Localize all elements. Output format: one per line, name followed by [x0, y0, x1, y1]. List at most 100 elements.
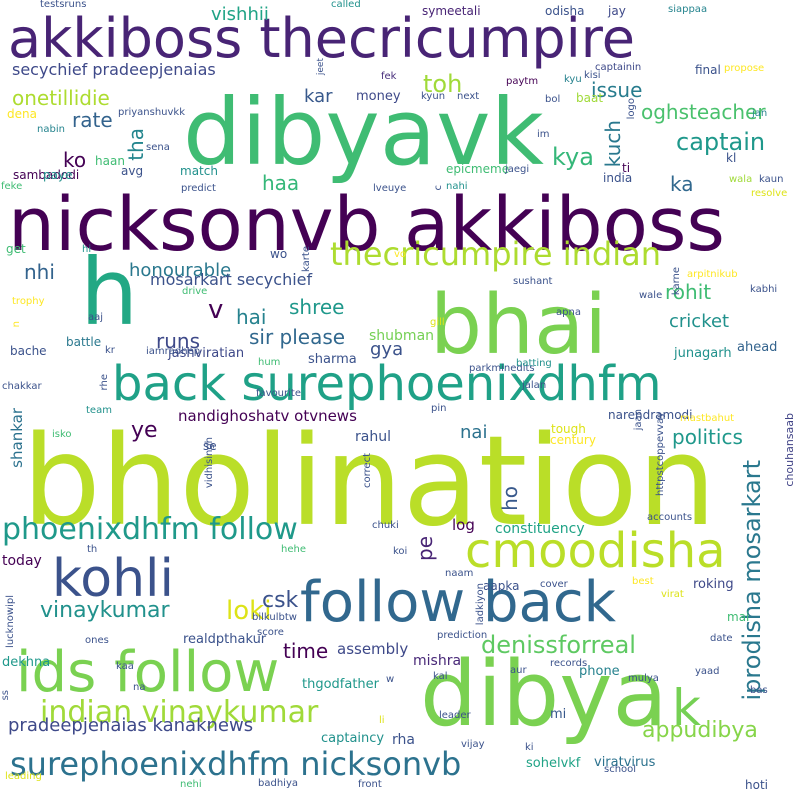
word: karne — [671, 267, 682, 296]
word: nhi — [24, 260, 55, 284]
word: symeetali — [422, 4, 481, 18]
word: politics — [672, 425, 743, 449]
word: feke — [1, 181, 23, 192]
word: mastbahut — [680, 413, 735, 424]
word: rahul — [355, 429, 391, 445]
word: bhai — [430, 278, 608, 373]
word: nicksonvb akkiboss — [8, 182, 725, 268]
word: predict — [181, 183, 216, 194]
word: hi — [82, 244, 92, 255]
word: dekhna — [2, 655, 51, 670]
word: thecricumpire indian — [330, 235, 661, 273]
word: lucknowipl — [5, 595, 16, 648]
word: kaun — [759, 174, 784, 185]
word: propose — [724, 63, 765, 74]
word: jaegi — [505, 164, 530, 175]
word: denissforreal — [481, 631, 636, 659]
word: resolve — [751, 188, 788, 199]
word: yaad — [695, 666, 720, 677]
word: vijay — [461, 739, 485, 750]
word: n — [11, 321, 22, 328]
word: bholination — [22, 410, 717, 554]
word: pe — [413, 536, 437, 561]
word: httpstcoppevvay — [655, 412, 666, 497]
word: virat — [661, 589, 684, 600]
word: na — [133, 682, 146, 693]
word: avg — [121, 164, 144, 178]
word: best — [632, 576, 654, 587]
word: tha — [124, 128, 148, 161]
word: trophy — [12, 296, 45, 307]
word: hum — [258, 357, 281, 368]
word: h — [80, 239, 139, 346]
word: w — [386, 674, 395, 685]
word: honourable — [129, 260, 232, 281]
word: pradeepjenaias kanaknews — [8, 715, 254, 736]
word: india — [603, 171, 633, 185]
word: testsruns — [40, 0, 87, 10]
word: cricket — [669, 311, 730, 332]
word: century — [550, 433, 596, 447]
word: kyu — [564, 74, 582, 85]
word: rate — [72, 108, 113, 132]
word: loki — [226, 596, 272, 626]
word: odisha — [545, 4, 585, 18]
word: pin — [431, 403, 447, 414]
word: epicmeme — [446, 162, 510, 176]
word: indian vinaykumar — [40, 695, 319, 730]
word: secychief pradeepjenaias — [12, 60, 216, 79]
word: realdpthakur — [183, 632, 267, 647]
word: called — [331, 0, 361, 10]
word: sena — [146, 142, 170, 153]
word: shree — [289, 295, 345, 319]
word: match — [180, 164, 218, 178]
word: ka — [670, 172, 694, 196]
word: bas — [750, 685, 768, 696]
word: cover — [540, 579, 568, 590]
word: csk — [262, 588, 299, 613]
word: mai — [727, 610, 750, 624]
word: appudibya — [642, 718, 758, 743]
word: kuch — [601, 120, 625, 168]
word: isko — [52, 429, 72, 440]
word: battle — [66, 335, 102, 349]
word: nabin — [37, 124, 65, 135]
word: viratvirus — [594, 755, 656, 770]
word: mosarkart secychief — [150, 270, 313, 289]
word: onetillidie — [12, 86, 110, 110]
word: nahi — [446, 181, 468, 192]
word: bache — [10, 344, 47, 358]
word: kya — [552, 143, 594, 171]
word: kar — [304, 86, 333, 107]
word: school — [604, 764, 637, 775]
word: ho — [498, 486, 522, 511]
word: haan — [95, 154, 125, 168]
word: sir please — [249, 325, 346, 349]
word: batting — [516, 358, 552, 369]
word: baat — [576, 91, 604, 105]
word: ki — [525, 742, 534, 753]
word: kaa — [116, 661, 134, 672]
word: jan — [752, 108, 768, 119]
word: prediction — [437, 630, 488, 641]
word: parkminedits — [469, 363, 535, 374]
word: team — [86, 405, 112, 416]
word: log — [452, 516, 475, 534]
word: time — [283, 639, 329, 663]
word: junagarh — [674, 346, 732, 361]
word: ids follow — [16, 640, 280, 705]
word: constituency — [495, 521, 585, 537]
word: mi — [550, 707, 567, 722]
word: naam — [445, 568, 474, 579]
word: aaj — [88, 312, 104, 323]
word: hehe — [281, 544, 306, 555]
word: chuki — [372, 520, 399, 531]
word: kabhi — [750, 284, 778, 295]
word: kl — [726, 151, 737, 165]
word: captainin — [595, 62, 642, 73]
word: captaincy — [321, 731, 385, 746]
word: phoenixdhfm follow — [2, 512, 298, 547]
word: jashviratian — [168, 346, 245, 361]
word: accounts — [647, 512, 693, 523]
word: leader — [439, 710, 471, 721]
